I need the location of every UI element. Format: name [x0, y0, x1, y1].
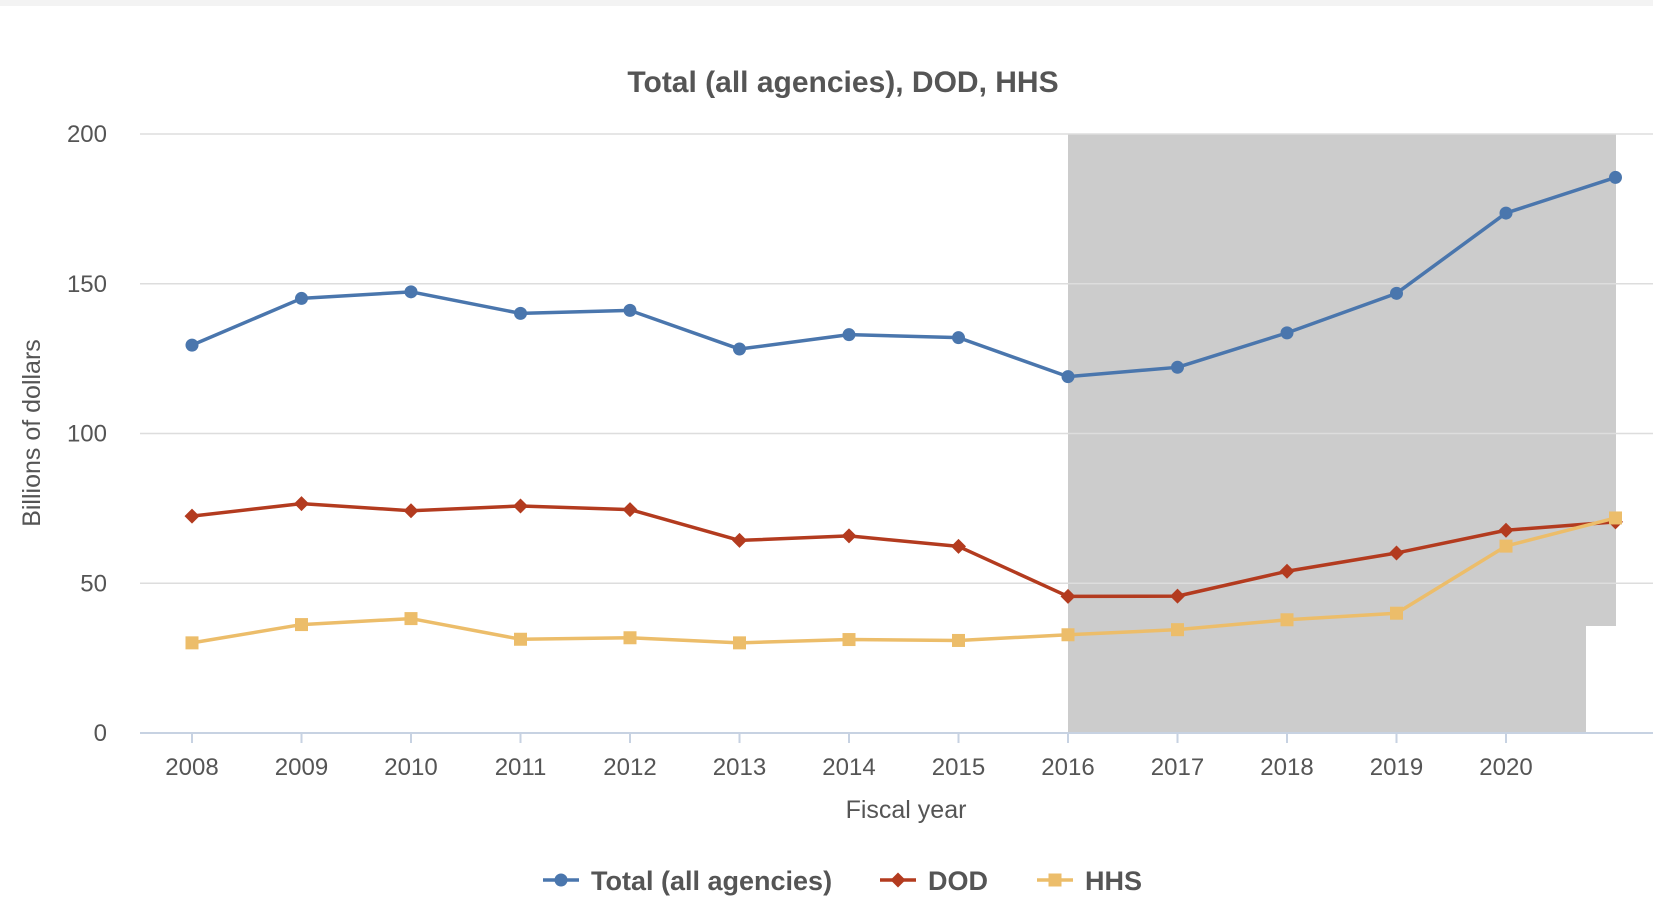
legend-marker-1: [890, 872, 906, 888]
data-point-0-2018: [1280, 326, 1294, 340]
data-point-0-2008: [185, 338, 199, 352]
data-point-1-2008: [184, 508, 200, 524]
x-tick-label-2010: 2010: [384, 754, 437, 781]
data-point-1-2013: [732, 532, 747, 548]
chart-title: Total (all agencies), DOD, HHS: [627, 66, 1058, 99]
data-point-2-2017: [1171, 623, 1184, 637]
series-line-2: [190, 516, 1618, 645]
series-layer: [184, 170, 1623, 650]
data-point-2-2019: [1390, 606, 1403, 620]
data-point-1-2009: [294, 496, 309, 512]
data-point-2-2010: [404, 612, 418, 626]
gridlines: [140, 133, 1653, 734]
data-point-2-2011: [514, 632, 527, 646]
data-point-0-2021: [1609, 170, 1622, 184]
series-2: [185, 511, 1622, 650]
data-point-1-2010: [403, 503, 419, 519]
x-tick-label-2020: 2020: [1479, 754, 1532, 781]
y-tick-label-200: 200: [67, 121, 107, 148]
data-point-2-2012: [623, 631, 637, 645]
x-tick-label-2019: 2019: [1370, 754, 1423, 781]
data-point-0-2012: [623, 303, 637, 317]
data-point-0-2014: [842, 328, 856, 342]
x-tick-label-2011: 2011: [495, 754, 547, 781]
x-tick-label-2014: 2014: [822, 754, 875, 781]
x-tick-label-2018: 2018: [1260, 754, 1313, 781]
y-tick-label-100: 100: [67, 421, 107, 448]
legend-marker-0: [554, 873, 568, 887]
series-line-0: [190, 175, 1618, 379]
legend-item-1: DOD: [880, 866, 988, 896]
data-point-0-2019: [1390, 286, 1403, 300]
y-tick-label-150: 150: [67, 271, 107, 298]
data-point-2-2008: [185, 636, 199, 650]
data-point-1-2017: [1170, 588, 1185, 604]
data-point-0-2011: [514, 306, 527, 320]
x-tick-label-2016: 2016: [1041, 754, 1094, 781]
legend-label-1: DOD: [928, 866, 988, 896]
legend-label-2: HHS: [1085, 866, 1142, 896]
data-point-1-2019: [1389, 545, 1404, 561]
x-tick-label-2015: 2015: [932, 754, 985, 781]
data-point-2-2014: [842, 633, 856, 647]
series-line-1: [190, 501, 1618, 599]
data-point-0-2017: [1171, 360, 1184, 374]
x-tick-label-2013: 2013: [713, 754, 766, 781]
data-point-2-2013: [733, 636, 746, 650]
x-tick-label-2009: 2009: [275, 754, 328, 781]
x-tick-label-2017: 2017: [1151, 754, 1204, 781]
data-point-1-2014: [841, 528, 857, 544]
legend-item-2: HHS: [1037, 866, 1142, 896]
x-tick-label-2012: 2012: [603, 754, 656, 781]
data-point-2-2018: [1280, 613, 1294, 627]
series-1: [184, 496, 1623, 604]
x-axis-ticks: 2008 2009 2010 2011 2012 2013 2014 2015 2016 2017…: [165, 733, 1533, 781]
data-point-2-2021: [1609, 511, 1622, 525]
x-tick-label-2008: 2008: [165, 754, 218, 781]
top-strip: [0, 0, 1653, 6]
legend-label-0: Total (all agencies): [591, 866, 832, 896]
data-point-2-2020: [1499, 539, 1513, 553]
data-point-0-2009: [295, 291, 308, 305]
y-tick-label-0: 0: [94, 720, 107, 747]
y-axis-ticks: 0 50 100 150 200: [67, 121, 107, 747]
data-point-1-2018: [1279, 563, 1295, 579]
data-point-1-2011: [513, 498, 528, 514]
data-point-0-2013: [733, 342, 746, 356]
y-axis-label: Billions of dollars: [18, 339, 46, 527]
data-point-2-2009: [295, 618, 308, 632]
legend-item-0: Total (all agencies): [543, 866, 832, 896]
x-axis-label: Fiscal year: [846, 796, 967, 824]
data-point-1-2016: [1060, 588, 1076, 604]
data-point-2-2015: [952, 633, 965, 647]
data-point-1-2012: [622, 502, 638, 518]
legend: Total (all agencies) DOD HHS: [543, 866, 1142, 896]
legend-marker-2: [1048, 873, 1062, 887]
data-point-0-2020: [1499, 206, 1513, 220]
y-tick-label-50: 50: [80, 570, 107, 597]
data-point-1-2020: [1498, 522, 1514, 538]
data-point-0-2016: [1061, 370, 1075, 384]
data-point-1-2015: [951, 538, 966, 554]
data-point-0-2010: [404, 285, 418, 299]
data-point-0-2015: [952, 331, 965, 345]
data-point-2-2016: [1061, 628, 1075, 642]
series-0: [185, 170, 1622, 384]
